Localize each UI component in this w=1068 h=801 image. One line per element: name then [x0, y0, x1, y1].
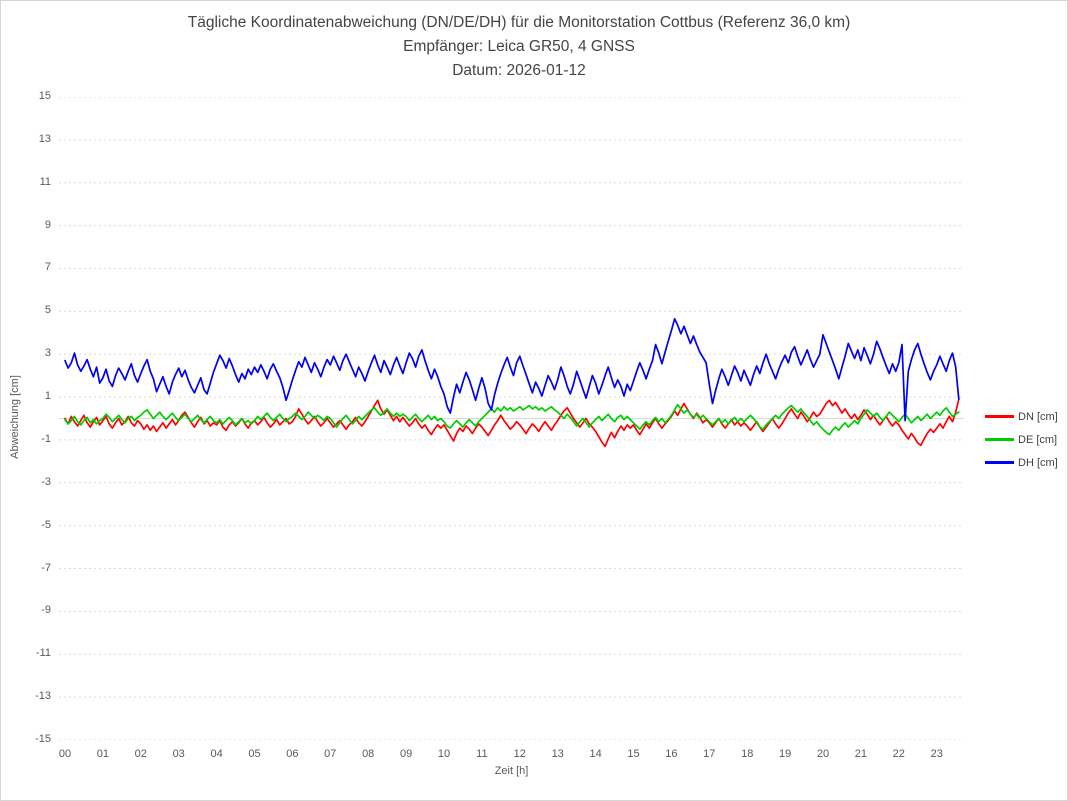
y-axis-tick-labels: 15 13 11 9 7 5 3 1 -1 -3 -5 -7 -9 -11 -13 -15	[1, 1, 51, 800]
legend-swatch-dh-line	[985, 461, 1014, 464]
legend-item-dh: DH [cm]	[985, 451, 1058, 474]
legend-swatch-de-line	[985, 438, 1014, 441]
y-tick-label: -15	[35, 733, 51, 745]
x-tick-label: 11	[476, 748, 488, 760]
x-tick-label: 08	[362, 748, 375, 760]
x-tick-label: 20	[816, 748, 830, 760]
y-tick-label: -9	[41, 604, 51, 617]
legend-swatch-dn-line	[985, 415, 1014, 418]
x-tick-label: 22	[892, 748, 905, 760]
x-tick-label: 15	[627, 748, 640, 760]
legend-label-dn: DN [cm]	[1018, 410, 1058, 423]
x-tick-label: 06	[286, 748, 299, 760]
y-tick-label: -13	[35, 690, 51, 703]
legend-item-de: DE [cm]	[985, 428, 1058, 451]
x-tick-label: 16	[665, 748, 678, 760]
plot-area	[59, 96, 964, 741]
x-tick-label: 19	[778, 748, 792, 760]
x-tick-label: 02	[134, 748, 147, 760]
y-tick-label: -11	[35, 647, 51, 660]
x-tick-label: 21	[854, 748, 868, 760]
x-tick-label: 18	[741, 748, 754, 760]
x-tick-label: 13	[551, 748, 564, 760]
legend-item-dn: DN [cm]	[985, 405, 1058, 428]
y-tick-label: 15	[38, 90, 51, 102]
x-tick-label: 01	[96, 748, 109, 760]
x-tick-label: 07	[324, 748, 337, 760]
x-tick-label: 04	[210, 748, 223, 760]
x-tick-label: 09	[399, 748, 413, 760]
x-tick-label: 05	[248, 748, 261, 760]
legend-label-de: DE [cm]	[1018, 433, 1058, 446]
y-tick-label: 9	[44, 218, 51, 231]
y-tick-label: -7	[41, 561, 51, 574]
x-axis-tick-labels: 00 01 02 03 04 05 06 07 08 09 10 11 12 13 14 15 16 17 18 19…	[59, 748, 964, 762]
x-tick-label: 03	[172, 748, 185, 760]
x-tick-label: 23	[930, 748, 943, 760]
y-tick-label: 1	[44, 390, 51, 403]
x-tick-label: 10	[437, 748, 451, 760]
y-tick-label: 7	[44, 261, 51, 274]
x-axis-title: Zeit [h]	[494, 765, 529, 777]
y-tick-label: 3	[44, 347, 51, 360]
x-tick-label: 00	[58, 748, 72, 760]
chart-title-line-1: Tägliche Koordinatenabweichung (DN/DE/DH…	[187, 14, 851, 31]
x-tick-label: 17	[703, 748, 716, 760]
plot-svg	[59, 96, 964, 741]
y-tick-label: -5	[41, 518, 51, 531]
x-tick-label: 14	[589, 748, 602, 760]
series-dn-line	[64, 398, 960, 448]
y-tick-label: -3	[41, 475, 51, 488]
x-tick-label: 12	[513, 748, 526, 760]
y-tick-label: 5	[44, 304, 51, 317]
legend-label-dh: DH [cm]	[1018, 456, 1058, 469]
y-tick-label: 13	[38, 132, 51, 145]
series-dh-line	[64, 317, 960, 422]
chart-title-line-2: Empfänger: Leica GR50, 4 GNSS	[403, 38, 635, 55]
chart-title-line-3: Datum: 2026-01-12	[452, 62, 586, 79]
y-tick-label: 11	[39, 175, 51, 188]
series-de-line	[64, 403, 960, 436]
legend: DN [cm] DE [cm] DH [cm]	[985, 405, 1058, 474]
chart-title-block: Tägliche Koordinatenabweichung (DN/DE/DH…	[1, 11, 1037, 83]
y-tick-label: -1	[41, 432, 51, 445]
